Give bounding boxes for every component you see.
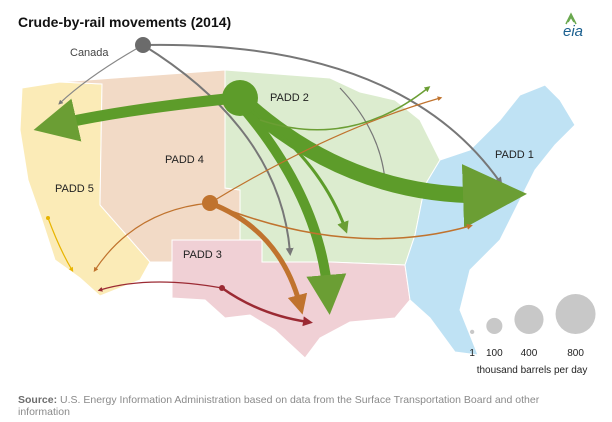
- source-text: U.S. Energy Information Administration b…: [18, 394, 540, 418]
- logo-mark: [565, 12, 577, 25]
- legend-label: 1: [469, 348, 475, 359]
- legend-circle: [486, 317, 503, 334]
- legend-label: 400: [521, 348, 538, 359]
- legend-unit: thousand barrels per day: [477, 365, 588, 376]
- legend-circle: [555, 294, 596, 334]
- title: Crude-by-rail movements (2014): [18, 14, 231, 30]
- logo: eia: [563, 23, 583, 40]
- origin: [46, 216, 50, 220]
- padd-label: PADD 2: [270, 92, 309, 104]
- padd-label: PADD 5: [55, 183, 94, 195]
- origin: [219, 285, 225, 291]
- source-label: Source:: [18, 394, 58, 406]
- padd-label: PADD 1: [495, 149, 534, 161]
- padd1: [404, 84, 576, 356]
- canada-label: Canada: [70, 47, 109, 59]
- legend-circle: [470, 329, 475, 334]
- source: Source: U.S. Energy Information Administ…: [18, 394, 578, 418]
- origin: [222, 80, 258, 116]
- legend-label: 100: [486, 348, 503, 359]
- flows: [33, 43, 527, 327]
- origin: [135, 37, 151, 53]
- legend-label: 800: [567, 348, 584, 359]
- padd-label: PADD 4: [165, 154, 204, 166]
- padd-label: PADD 3: [183, 249, 222, 261]
- legend-circle: [514, 304, 544, 334]
- origin: [202, 195, 218, 211]
